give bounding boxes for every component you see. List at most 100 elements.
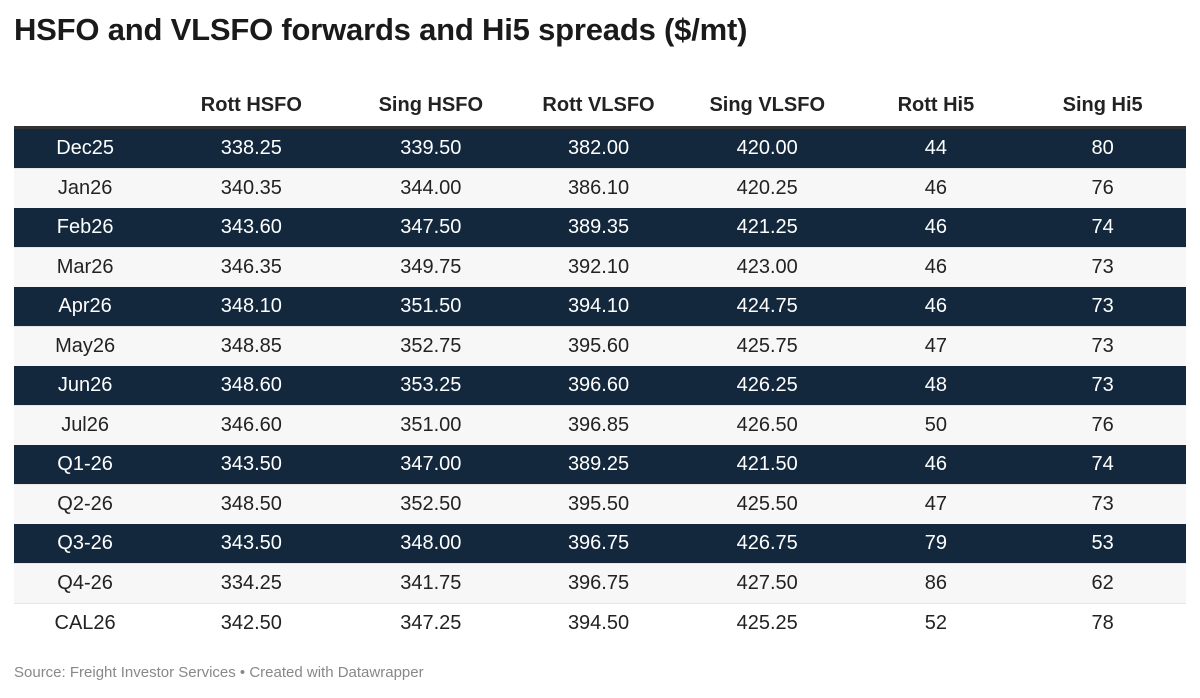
table-cell-sing-hi5: 74 [1091, 453, 1114, 475]
table-cell-rott-hi5: 48 [924, 374, 948, 396]
table-body: Dec25 338.25 339.50 382.00 420.00 44 80 Jan26 34… [14, 129, 1186, 643]
table-cell-sing-vlsfo: 421.50 [736, 453, 798, 475]
table-row: Q4-26 334.25 341.75 396.75 427.50 86 62 [14, 563, 1186, 603]
table-row: Q1-26 343.50 347.00 389.25 421.50 46 74 [14, 445, 1186, 484]
table-cell-rott-hi5: 50 [924, 414, 948, 436]
table-cell-sing-hsfo: 351.50 [400, 295, 462, 317]
table-cell-sing-vlsfo: 421.25 [736, 216, 798, 238]
table-cell-rott-vlsfo: 396.75 [567, 572, 630, 594]
table-cell-sing-vlsfo: 424.75 [736, 295, 798, 317]
header-cell-rott-hsfo: Rott HSFO [200, 93, 302, 116]
header-cell-sing-hi5: Sing Hi5 [1062, 93, 1143, 116]
table-cell-sing-hi5: 73 [1091, 374, 1114, 396]
table-cell-rott-hsfo: 343.60 [220, 216, 282, 238]
table-cell-sing-hi5: 53 [1091, 532, 1114, 554]
table-cell-label: Q2-26 [57, 493, 113, 515]
table-cell-rott-hsfo: 346.60 [220, 414, 282, 436]
table-row: Mar26 346.35 349.75 392.10 423.00 46 73 [14, 247, 1186, 287]
table-cell-sing-vlsfo: 425.50 [736, 493, 798, 515]
table-row: CAL26 342.50 347.25 394.50 425.25 52 78 [14, 603, 1186, 643]
table-cell-sing-hsfo: 347.50 [400, 216, 462, 238]
table-cell-sing-hsfo: 348.00 [400, 532, 462, 554]
table-cell-sing-vlsfo: 427.50 [736, 572, 798, 594]
table-cell-sing-hsfo: 344.00 [400, 177, 462, 199]
table-cell-sing-hsfo: 339.50 [400, 137, 462, 159]
table-cell-label: Q1-26 [57, 453, 113, 475]
table-cell-label: Dec25 [56, 137, 114, 159]
table-cell-rott-vlsfo: 396.85 [567, 414, 630, 436]
table-cell-sing-hi5: 76 [1091, 177, 1114, 199]
table-cell-sing-vlsfo: 423.00 [736, 256, 798, 278]
header-cell-sing-vlsfo: Sing VLSFO [709, 93, 825, 116]
table-cell-sing-hsfo: 341.75 [400, 572, 462, 594]
header-cell-rott-hi5: Rott Hi5 [897, 93, 975, 116]
table-cell-sing-hi5: 62 [1091, 572, 1114, 594]
table-cell-rott-hi5: 46 [924, 295, 948, 317]
header-cell-sing-hsfo: Sing HSFO [378, 93, 484, 116]
table-cell-label: Feb26 [56, 216, 114, 238]
table-cell-sing-hsfo: 352.75 [400, 335, 462, 357]
table-cell-label: May26 [55, 335, 116, 357]
table-cell-rott-hsfo: 348.60 [220, 374, 282, 396]
table-cell-sing-hsfo: 353.25 [400, 374, 462, 396]
table-cell-sing-hsfo: 347.00 [400, 453, 462, 475]
table-cell-label: Jul26 [61, 414, 109, 436]
table-cell-sing-vlsfo: 425.25 [736, 612, 798, 634]
table-cell-rott-vlsfo: 395.60 [567, 335, 630, 357]
table-row: Apr26 348.10 351.50 394.10 424.75 46 73 [14, 287, 1186, 326]
table-cell-rott-hi5: 44 [924, 137, 948, 159]
table-cell-sing-hi5: 80 [1091, 137, 1114, 159]
table-header-row: Rott HSFO Sing HSFO Rott VLSFO Sing VLSF… [14, 84, 1186, 129]
table-cell-sing-hsfo: 347.25 [400, 612, 462, 634]
table-cell-rott-vlsfo: 389.35 [567, 216, 630, 238]
table-cell-sing-vlsfo: 426.25 [736, 374, 798, 396]
table-cell-rott-hsfo: 348.50 [220, 493, 282, 515]
table-cell-sing-vlsfo: 420.25 [736, 177, 798, 199]
table-cell-sing-vlsfo: 426.50 [736, 414, 798, 436]
table-cell-sing-vlsfo: 425.75 [736, 335, 798, 357]
table-cell-rott-vlsfo: 386.10 [567, 177, 630, 199]
table-cell-rott-hsfo: 348.85 [220, 335, 282, 357]
table-cell-label: Q3-26 [57, 532, 113, 554]
table-cell-rott-hsfo: 334.25 [220, 572, 282, 594]
table-row: Dec25 338.25 339.50 382.00 420.00 44 80 [14, 129, 1186, 168]
table-cell-rott-hi5: 46 [924, 216, 948, 238]
table-cell-sing-hi5: 73 [1091, 335, 1114, 357]
table-cell-rott-vlsfo: 389.25 [567, 453, 630, 475]
table-cell-rott-vlsfo: 382.00 [567, 137, 630, 159]
chart-title: HSFO and VLSFO forwards and Hi5 spreads … [14, 12, 748, 47]
table-cell-rott-hsfo: 346.35 [220, 256, 282, 278]
table-cell-sing-hi5: 73 [1091, 295, 1114, 317]
table-cell-rott-hi5: 47 [924, 335, 948, 357]
table-cell-sing-vlsfo: 426.75 [736, 532, 798, 554]
table-cell-rott-hsfo: 338.25 [220, 137, 282, 159]
table-cell-rott-vlsfo: 392.10 [567, 256, 630, 278]
table-cell-rott-hi5: 86 [924, 572, 948, 594]
table-cell-rott-hi5: 47 [924, 493, 948, 515]
table-cell-sing-hsfo: 352.50 [400, 493, 462, 515]
table-cell-rott-vlsfo: 394.50 [567, 612, 630, 634]
table-row: May26 348.85 352.75 395.60 425.75 47 73 [14, 326, 1186, 366]
table-cell-label: Jun26 [57, 374, 113, 396]
table-cell-sing-vlsfo: 420.00 [736, 137, 798, 159]
table-cell-rott-vlsfo: 395.50 [567, 493, 630, 515]
table-cell-label: Mar26 [56, 256, 114, 278]
table-cell-label: CAL26 [54, 612, 116, 634]
table-cell-rott-vlsfo: 396.75 [567, 532, 630, 554]
table-cell-rott-hi5: 46 [924, 177, 948, 199]
table-row: Feb26 343.60 347.50 389.35 421.25 46 74 [14, 208, 1186, 247]
table-row: Jun26 348.60 353.25 396.60 426.25 48 73 [14, 366, 1186, 405]
table-cell-rott-hsfo: 342.50 [220, 612, 282, 634]
table-cell-sing-hi5: 76 [1091, 414, 1114, 436]
table-cell-sing-hi5: 73 [1091, 493, 1114, 515]
source-note: Source: Freight Investor Services • Crea… [14, 664, 424, 681]
table-cell-rott-hsfo: 340.35 [220, 177, 282, 199]
table-cell-sing-hi5: 73 [1091, 256, 1114, 278]
data-table: Rott HSFO Sing HSFO Rott VLSFO Sing VLSF… [14, 84, 1186, 643]
table-cell-rott-hsfo: 348.10 [220, 295, 282, 317]
table-cell-rott-hsfo: 343.50 [220, 532, 282, 554]
table-cell-sing-hi5: 74 [1091, 216, 1114, 238]
table-cell-sing-hsfo: 351.00 [400, 414, 462, 436]
table-cell-rott-hi5: 46 [924, 453, 948, 475]
table-cell-label: Apr26 [58, 295, 112, 317]
